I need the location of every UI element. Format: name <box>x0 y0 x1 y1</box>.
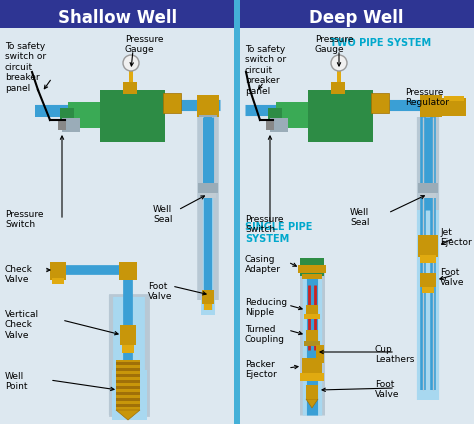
Text: Packer
Ejector: Packer Ejector <box>245 360 277 379</box>
Bar <box>60 108 74 122</box>
Bar <box>163 93 181 113</box>
Bar <box>302 274 322 279</box>
Bar <box>200 193 216 198</box>
Text: Foot
Valve: Foot Valve <box>148 282 173 301</box>
Bar <box>119 262 137 280</box>
Bar <box>202 290 214 304</box>
Bar <box>116 360 140 410</box>
Text: Pressure
Regulator: Pressure Regulator <box>405 88 449 107</box>
Bar <box>122 345 134 353</box>
Bar <box>298 265 326 273</box>
Bar <box>306 330 318 342</box>
Bar <box>201 185 215 187</box>
Bar <box>331 82 345 94</box>
Bar <box>116 368 140 371</box>
Bar <box>304 341 320 346</box>
Text: Pressure
Switch: Pressure Switch <box>5 210 44 229</box>
Bar <box>276 102 308 128</box>
Bar <box>371 93 389 113</box>
Text: Reducing
Nipple: Reducing Nipple <box>245 298 287 318</box>
Bar <box>420 95 442 117</box>
Bar <box>129 68 133 82</box>
Bar <box>110 295 148 415</box>
Bar <box>0 0 236 28</box>
Text: Shallow Well: Shallow Well <box>58 9 178 27</box>
Bar <box>418 235 438 257</box>
Polygon shape <box>116 410 140 420</box>
Bar <box>116 404 140 407</box>
Text: Pressure
Gauge: Pressure Gauge <box>125 35 164 54</box>
Text: Well
Seal: Well Seal <box>350 208 370 227</box>
Bar <box>116 392 140 395</box>
Bar <box>420 273 436 287</box>
Bar <box>199 115 217 117</box>
Text: Turned
Coupling: Turned Coupling <box>245 325 285 344</box>
Bar <box>420 193 436 198</box>
Bar <box>120 325 136 345</box>
Bar <box>270 118 288 132</box>
Bar <box>304 314 320 319</box>
Bar <box>442 98 466 116</box>
Text: To safety
switch or
circuit
breaker
panel: To safety switch or circuit breaker pane… <box>245 45 286 95</box>
Text: Foot
Valve: Foot Valve <box>375 380 400 399</box>
Bar <box>337 68 341 82</box>
Bar <box>306 385 318 399</box>
Bar <box>112 370 147 420</box>
Bar <box>198 183 218 193</box>
Text: Check
Valve: Check Valve <box>5 265 33 285</box>
Text: Pressure
Gauge: Pressure Gauge <box>315 35 354 54</box>
Text: Pressure
Switch: Pressure Switch <box>245 215 283 234</box>
Bar <box>62 118 80 132</box>
Text: Jet
Ejector: Jet Ejector <box>440 228 472 247</box>
Text: Foot
Valve: Foot Valve <box>440 268 465 287</box>
Bar <box>116 398 140 401</box>
Bar <box>238 0 474 28</box>
Bar <box>308 90 373 142</box>
Bar <box>266 120 274 130</box>
Bar <box>316 345 324 363</box>
Text: To safety
switch or
circuit
breaker
panel: To safety switch or circuit breaker pane… <box>5 42 46 92</box>
Bar <box>116 362 140 365</box>
Text: Cup
Leathers: Cup Leathers <box>375 345 414 364</box>
Bar <box>234 0 240 424</box>
Bar <box>116 380 140 383</box>
Circle shape <box>331 55 347 71</box>
Bar <box>418 183 438 193</box>
Text: Casing
Adapter: Casing Adapter <box>245 255 281 274</box>
Bar <box>300 258 324 276</box>
Bar <box>123 82 137 94</box>
Text: Deep Well: Deep Well <box>309 9 403 27</box>
Bar <box>100 90 165 142</box>
Bar <box>422 287 434 293</box>
Bar <box>197 95 219 117</box>
Bar <box>268 108 282 122</box>
Text: Well
Point: Well Point <box>5 372 27 391</box>
Bar <box>306 305 318 315</box>
Bar <box>116 374 140 377</box>
Bar <box>116 386 140 389</box>
Polygon shape <box>306 399 318 408</box>
Bar <box>35 105 65 117</box>
Bar <box>300 373 324 381</box>
Text: Vertical
Check
Valve: Vertical Check Valve <box>5 310 39 340</box>
Text: Well
Seal: Well Seal <box>153 205 173 224</box>
Circle shape <box>123 55 139 71</box>
Bar <box>52 278 64 284</box>
Bar <box>58 120 66 130</box>
Bar <box>420 255 436 263</box>
Bar <box>204 304 212 310</box>
Bar <box>68 102 100 128</box>
Bar <box>302 358 322 374</box>
Text: TWO PIPE SYSTEM: TWO PIPE SYSTEM <box>330 38 431 48</box>
Bar <box>50 262 66 280</box>
Bar <box>420 293 436 393</box>
Text: SINGLE PIPE
SYSTEM: SINGLE PIPE SYSTEM <box>245 222 312 244</box>
Bar <box>201 195 215 315</box>
Bar <box>444 96 464 101</box>
